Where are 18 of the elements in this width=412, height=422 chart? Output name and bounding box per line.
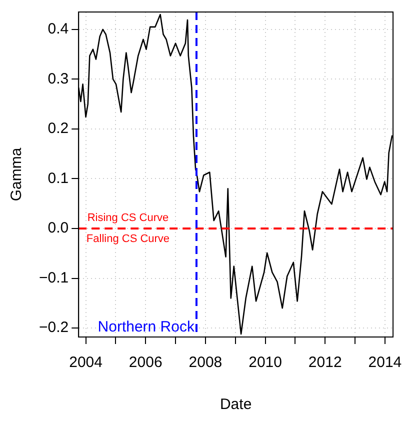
x-tick-label: 2014 [368, 354, 402, 372]
x-tick-label: 2008 [188, 354, 222, 372]
y-tick-label: −0.2 [38, 319, 69, 336]
y-tick-label: 0.4 [48, 20, 69, 38]
annotation: Rising CS Curve [87, 212, 169, 224]
y-tick-label: 0.0 [48, 220, 69, 237]
y-tick-label: 0.2 [48, 120, 69, 138]
x-tick-label: 2004 [69, 354, 102, 372]
y-tick-label: 0.3 [48, 70, 69, 88]
x-axis-title: Date [220, 396, 252, 414]
y-tick-label: −0.1 [38, 269, 69, 286]
x-tick-label: 2006 [128, 354, 162, 372]
y-tick-label: 0.1 [48, 170, 69, 187]
ref-line-label: Northern Rock [98, 318, 195, 336]
x-tick-label: 2010 [248, 354, 282, 372]
y-axis-title: Gamma [8, 147, 26, 202]
annotation: Falling CS Curve [86, 233, 170, 246]
x-tick-label: 2012 [308, 354, 342, 372]
